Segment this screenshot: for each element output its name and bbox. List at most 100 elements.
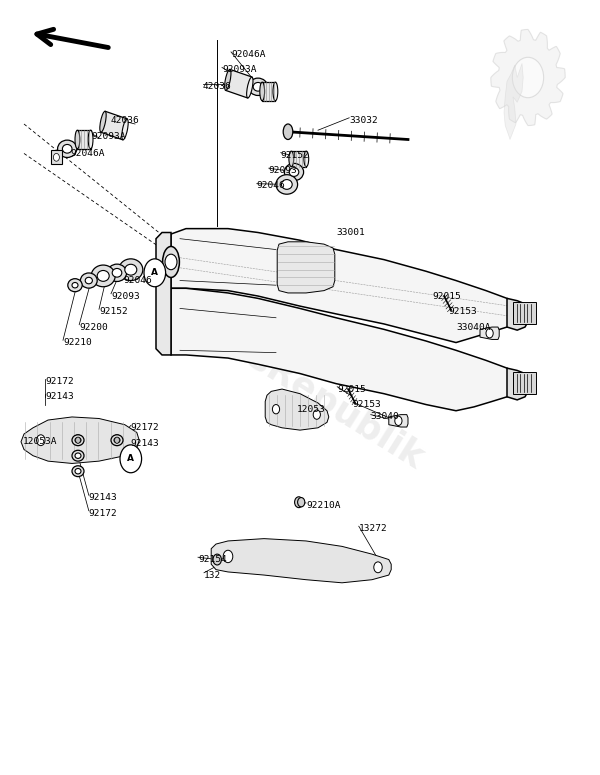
Text: 92046: 92046	[123, 276, 152, 285]
Text: 92046A: 92046A	[231, 50, 265, 59]
Ellipse shape	[163, 246, 179, 277]
Circle shape	[37, 435, 45, 446]
Text: 92210: 92210	[63, 338, 92, 347]
Polygon shape	[491, 29, 565, 126]
Circle shape	[272, 405, 280, 414]
Polygon shape	[389, 415, 408, 427]
Text: A: A	[127, 454, 134, 463]
Ellipse shape	[97, 270, 109, 281]
Text: 33032: 33032	[349, 115, 378, 125]
Ellipse shape	[72, 466, 84, 477]
Text: 92152: 92152	[281, 150, 310, 160]
Polygon shape	[480, 327, 499, 339]
Ellipse shape	[248, 78, 268, 95]
Circle shape	[120, 445, 142, 473]
Ellipse shape	[112, 268, 122, 277]
Ellipse shape	[281, 180, 292, 189]
Ellipse shape	[273, 82, 278, 101]
Ellipse shape	[122, 119, 128, 140]
Text: 33040A: 33040A	[456, 322, 491, 332]
Text: 92143: 92143	[89, 493, 118, 502]
Text: 92210A: 92210A	[306, 501, 341, 510]
Text: PartsRepublik: PartsRepublik	[170, 298, 430, 477]
Polygon shape	[171, 288, 513, 411]
Circle shape	[144, 259, 166, 287]
Ellipse shape	[119, 259, 143, 281]
Text: 92046A: 92046A	[71, 149, 106, 158]
Text: 92154: 92154	[198, 555, 227, 564]
Polygon shape	[507, 368, 527, 400]
Ellipse shape	[224, 70, 231, 91]
Circle shape	[223, 550, 233, 563]
Ellipse shape	[283, 124, 293, 140]
Polygon shape	[171, 229, 513, 343]
Circle shape	[374, 562, 382, 573]
Text: 92172: 92172	[89, 508, 118, 518]
Polygon shape	[265, 389, 329, 430]
Text: 12053: 12053	[297, 405, 326, 414]
Text: 42036: 42036	[203, 82, 232, 91]
Circle shape	[295, 497, 303, 508]
Ellipse shape	[72, 435, 84, 446]
Text: 92093: 92093	[269, 166, 298, 175]
Text: 33001: 33001	[336, 228, 365, 237]
Ellipse shape	[68, 279, 82, 291]
FancyBboxPatch shape	[292, 151, 306, 167]
Ellipse shape	[284, 164, 304, 181]
Circle shape	[165, 254, 177, 270]
Text: 92015: 92015	[432, 291, 461, 301]
Text: A: A	[151, 268, 158, 277]
Polygon shape	[277, 242, 335, 293]
Ellipse shape	[125, 264, 137, 275]
Circle shape	[115, 437, 119, 443]
Ellipse shape	[80, 273, 97, 288]
Bar	[51, 150, 62, 164]
Circle shape	[76, 437, 80, 443]
Ellipse shape	[72, 283, 78, 288]
Ellipse shape	[247, 77, 253, 98]
Circle shape	[74, 435, 82, 446]
Circle shape	[486, 329, 493, 338]
FancyBboxPatch shape	[226, 70, 252, 98]
FancyBboxPatch shape	[262, 82, 275, 101]
Ellipse shape	[62, 144, 72, 153]
Circle shape	[298, 498, 305, 507]
Ellipse shape	[72, 450, 84, 461]
Text: 92143: 92143	[131, 439, 160, 448]
Text: 92015: 92015	[337, 384, 366, 394]
Bar	[513, 302, 536, 324]
Text: 92093: 92093	[111, 291, 140, 301]
Ellipse shape	[111, 435, 123, 446]
Text: 92153: 92153	[449, 307, 478, 316]
Text: 92152: 92152	[99, 307, 128, 316]
Polygon shape	[21, 417, 139, 463]
Ellipse shape	[107, 264, 127, 281]
Text: 12053A: 12053A	[23, 437, 58, 446]
Ellipse shape	[75, 468, 81, 474]
Ellipse shape	[88, 130, 93, 149]
Ellipse shape	[100, 112, 106, 133]
Text: 92093A: 92093A	[222, 65, 257, 74]
FancyBboxPatch shape	[101, 112, 127, 140]
Text: 92143: 92143	[45, 392, 74, 401]
Bar	[513, 372, 536, 394]
Circle shape	[512, 57, 544, 98]
Text: 132: 132	[204, 570, 221, 580]
Circle shape	[313, 410, 320, 419]
Text: 92172: 92172	[131, 423, 160, 432]
Polygon shape	[211, 539, 391, 583]
Circle shape	[113, 435, 121, 446]
Text: 92093A: 92093A	[91, 132, 126, 141]
Circle shape	[53, 153, 59, 161]
Text: 33040: 33040	[371, 412, 400, 422]
Ellipse shape	[260, 82, 265, 101]
Ellipse shape	[253, 82, 263, 91]
Ellipse shape	[114, 437, 120, 443]
Text: 92200: 92200	[79, 322, 108, 332]
Circle shape	[395, 416, 402, 425]
Ellipse shape	[289, 167, 299, 177]
Ellipse shape	[276, 174, 298, 195]
Polygon shape	[504, 64, 523, 140]
Ellipse shape	[75, 453, 81, 459]
Polygon shape	[507, 298, 527, 330]
